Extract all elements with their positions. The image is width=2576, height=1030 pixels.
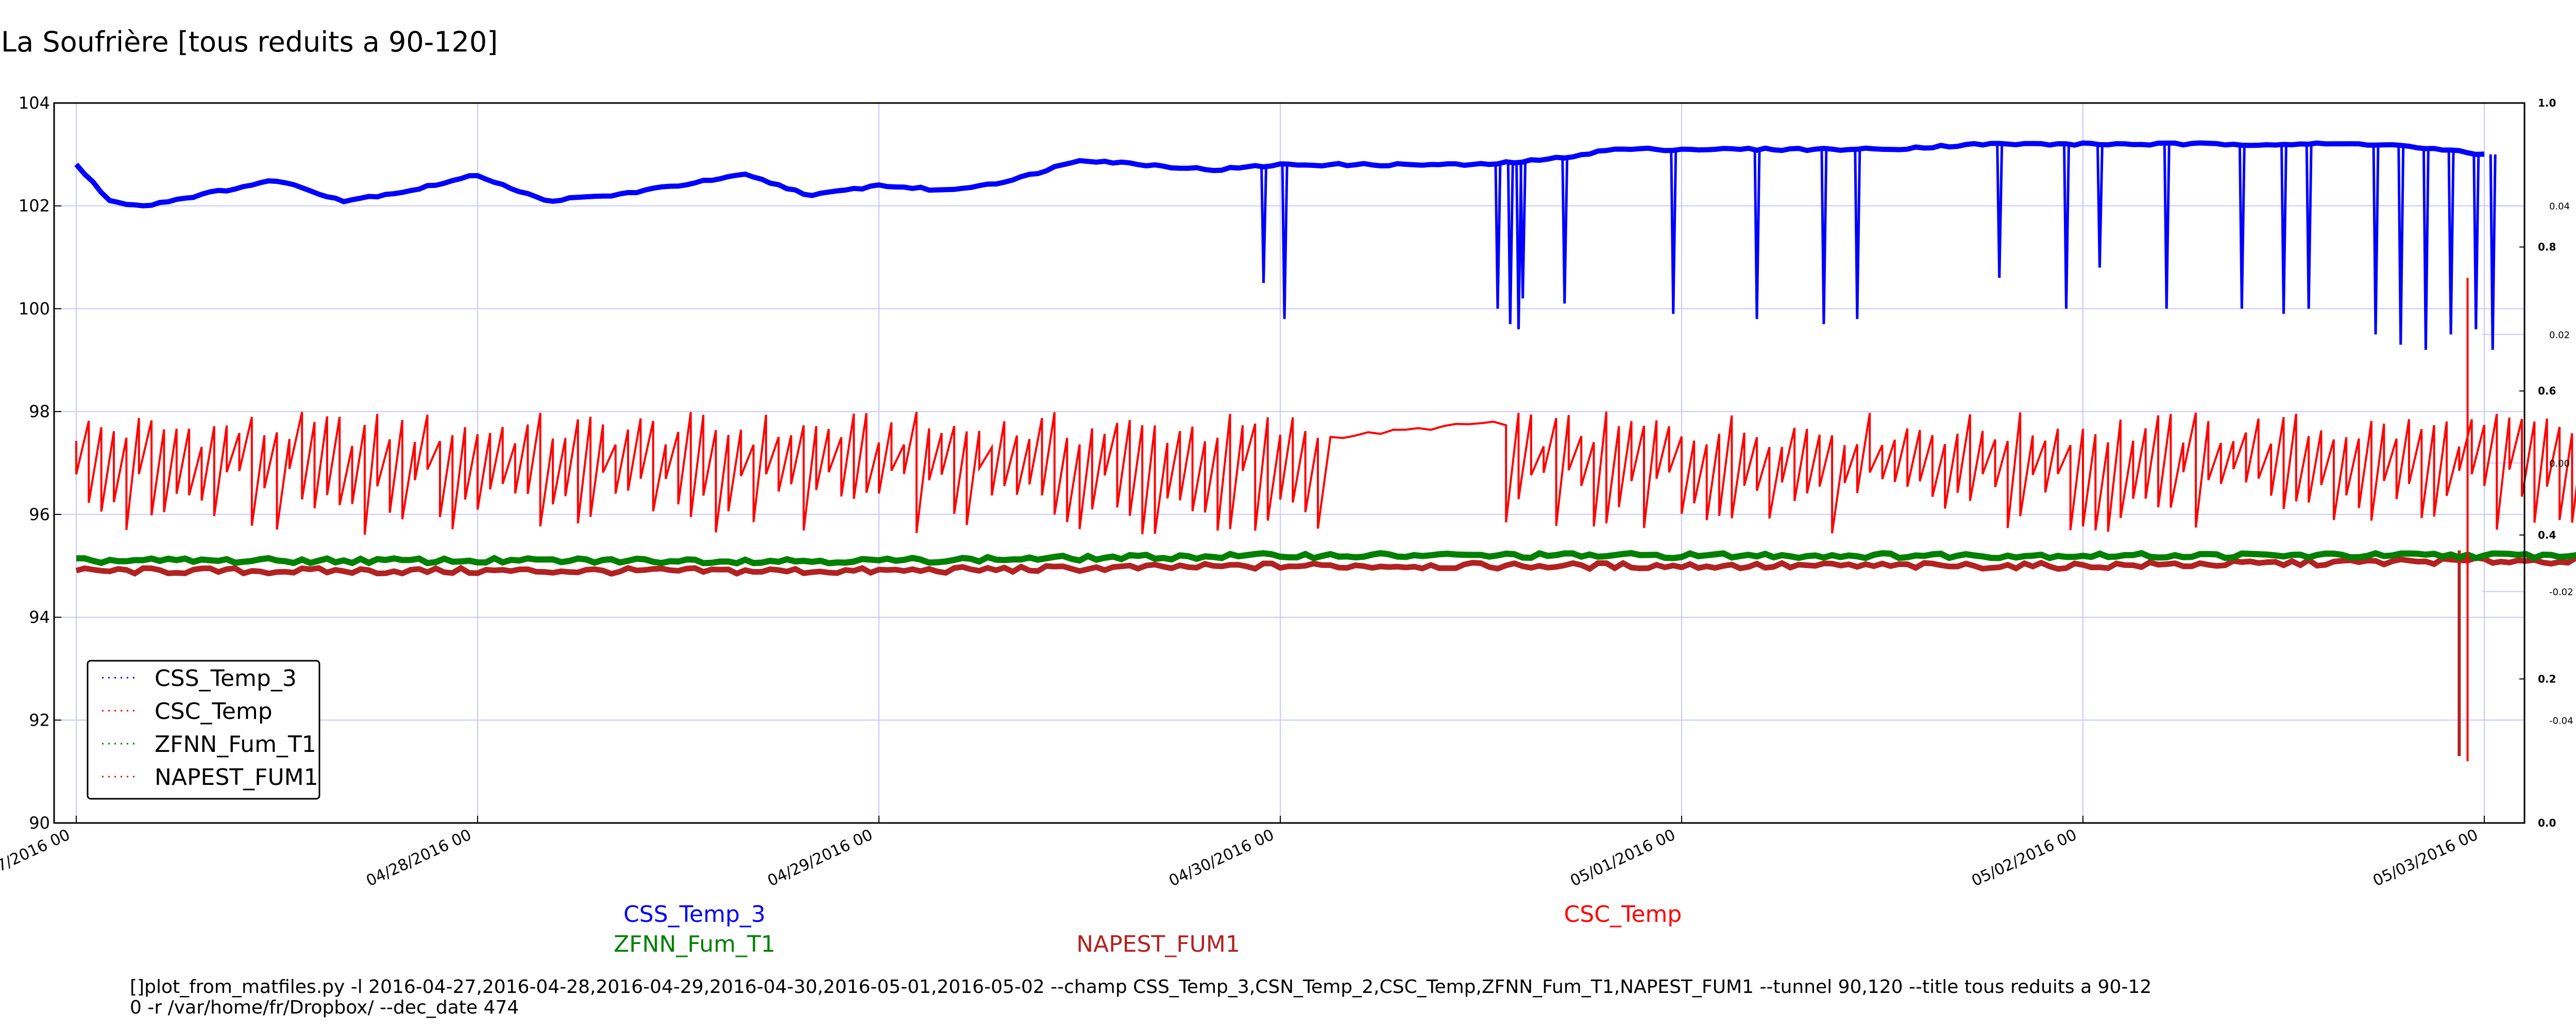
css-temp-3-drop <box>2305 144 2313 309</box>
series-label: CSS_Temp_3 <box>623 901 766 928</box>
x-tick-label: 05/03/2016 00 <box>2370 826 2481 890</box>
legend-label: CSS_Temp_3 <box>155 665 297 692</box>
legend-label: ZFNN_Fum_T1 <box>155 731 316 758</box>
x-tick-label: 05/01/2016 00 <box>1568 826 1679 890</box>
y2-tick-label: 0.0 <box>2538 817 2556 829</box>
napest-fum1-line <box>75 555 2576 577</box>
y2-tick-label: 0.8 <box>2538 241 2556 253</box>
css-temp-3-line <box>74 140 2485 209</box>
command-line-2: 0 -r /var/home/fr/Dropbox/ --dec_date 47… <box>130 997 519 1018</box>
series-labels: CSS_Temp_3 ZFNN_Fum_T1 NAPEST_FUM1 CSC_Temp <box>614 901 1682 957</box>
legend-label: CSC_Temp <box>155 698 273 725</box>
css-temp-3-drop <box>2397 146 2405 345</box>
series-label: NAPEST_FUM1 <box>1076 931 1240 957</box>
y2-tick-label: 0.4 <box>2538 529 2556 541</box>
legend-box <box>87 660 320 800</box>
css-temp-3-drop <box>1854 149 1861 319</box>
y-tick-label: 102 <box>19 196 50 216</box>
y-tick-label: 96 <box>29 505 50 524</box>
series-label: ZFNN_Fum_T1 <box>614 931 775 957</box>
command-line-1: []plot_from_matfiles.py -l 2016-04-27,20… <box>130 976 2151 998</box>
x-tick-label: 04/30/2016 00 <box>1166 826 1277 890</box>
css-temp-3-drop <box>1820 149 1828 324</box>
legend: CSS_Temp_3 CSC_Temp ZFNN_Fum_T1 NAPEST_FUM1 <box>87 660 320 800</box>
css-temp-3-drop <box>2422 148 2430 350</box>
y-tick-label: 94 <box>29 608 50 627</box>
y-tick-label: 100 <box>19 299 50 318</box>
css-temp-3-drop <box>1670 149 1677 314</box>
y2-inner-tick-label: 0.00 <box>2549 458 2570 469</box>
css-temp-3-drop <box>1494 163 1502 309</box>
css-temp-3-drop <box>2238 144 2246 309</box>
css-temp-3-drop <box>1519 161 1527 299</box>
css-temp-3-drop <box>2096 144 2104 268</box>
y2-tick-label: 0.6 <box>2538 385 2556 397</box>
css-temp-3-drop <box>1753 149 1761 319</box>
x-tick-label: 04/28/2016 00 <box>364 826 474 890</box>
y-tick-label: 98 <box>29 402 50 421</box>
css-temp-3-drop <box>2063 144 2071 309</box>
y-tick-label: 90 <box>29 813 50 833</box>
css-temp-3-drop <box>2447 151 2455 335</box>
css-temp-3-drop <box>2489 154 2497 350</box>
x-tick-label: 04/27/2016 00 <box>0 826 73 890</box>
css-temp-3-drop <box>2163 144 2171 309</box>
y2-tick-label: 0.2 <box>2538 673 2556 685</box>
css-temp-3-drop <box>2472 153 2480 330</box>
plot-frame <box>53 102 2526 824</box>
css-temp-3-drop <box>1281 164 1289 319</box>
y2-inner-tick-label: 0.04 <box>2549 201 2570 212</box>
y2-tick-label: 1.0 <box>2538 97 2556 109</box>
csc-temp-line <box>75 411 2576 535</box>
series-label: CSC_Temp <box>1564 901 1682 928</box>
x-tick-label: 04/29/2016 00 <box>765 826 876 890</box>
series-layer <box>74 140 2576 762</box>
css-temp-3-drop <box>1506 162 1514 324</box>
legend-label: NAPEST_FUM1 <box>155 764 318 791</box>
css-temp-3-drop <box>1260 166 1268 283</box>
css-temp-3-drop <box>2280 144 2287 314</box>
y-tick-label: 92 <box>29 710 50 730</box>
y2-inner-tick-label: 0.02 <box>2549 330 2570 340</box>
y2-inner-tick-label: -0.04 <box>2549 715 2573 726</box>
y2-inner-tick-label: -0.02 <box>2549 587 2573 598</box>
css-temp-3-drop <box>2372 144 2380 335</box>
zfnn-fum-t1-line <box>76 550 2576 566</box>
x-tick-label: 05/02/2016 00 <box>1969 826 2080 890</box>
chart-title: La Soufrière [tous reduits a 90-120] <box>1 26 498 58</box>
grid <box>54 103 2524 823</box>
css-temp-3-drop <box>1561 157 1569 304</box>
css-temp-3-drop <box>1996 144 2004 278</box>
y-tick-label: 104 <box>19 93 50 113</box>
